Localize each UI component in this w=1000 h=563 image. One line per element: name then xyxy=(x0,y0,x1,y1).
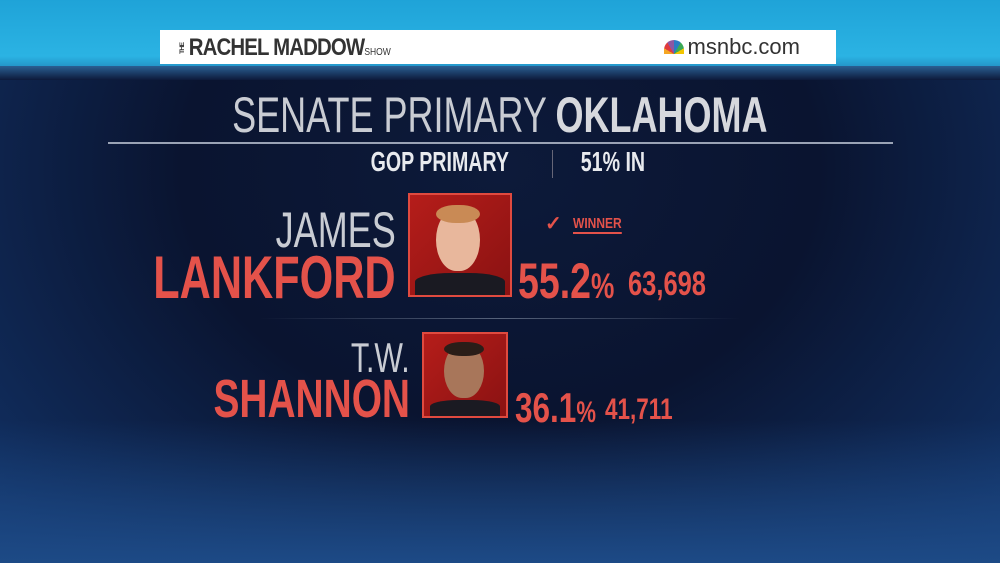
background-glow xyxy=(0,420,1000,563)
title-bold: OKLAHOMA xyxy=(555,87,768,143)
candidate-first-name: T.W. xyxy=(351,334,410,381)
checkmark-icon: ✓ xyxy=(545,213,562,235)
divider xyxy=(552,149,554,178)
show-banner: THE RACHEL MADDOWSHOW msnbc.com xyxy=(160,30,836,64)
nbc-peacock-icon xyxy=(663,40,684,54)
divider xyxy=(260,318,740,319)
vote-count: 41,711 xyxy=(605,393,673,426)
candidate-last-name: SHANNON xyxy=(213,369,410,429)
title-light: SENATE PRIMARY xyxy=(232,87,548,143)
network-logo: msnbc.com xyxy=(663,34,800,60)
candidate-photo xyxy=(422,332,508,418)
subtitle: GOP PRIMARY 51% IN xyxy=(370,146,646,178)
vote-count: 63,698 xyxy=(628,265,706,303)
show-logo: THE RACHEL MADDOWSHOW xyxy=(179,34,391,61)
candidate-last-name: LANKFORD xyxy=(153,244,396,311)
divider xyxy=(108,142,893,144)
candidate-photo xyxy=(408,193,512,297)
winner-badge: WINNER xyxy=(573,215,622,234)
vote-percent: 55.2% xyxy=(518,253,615,309)
page-title: SENATE PRIMARY OKLAHOMA xyxy=(0,88,1000,142)
candidate-first-name: JAMES xyxy=(275,202,396,258)
vote-percent: 36.1% xyxy=(515,384,596,431)
